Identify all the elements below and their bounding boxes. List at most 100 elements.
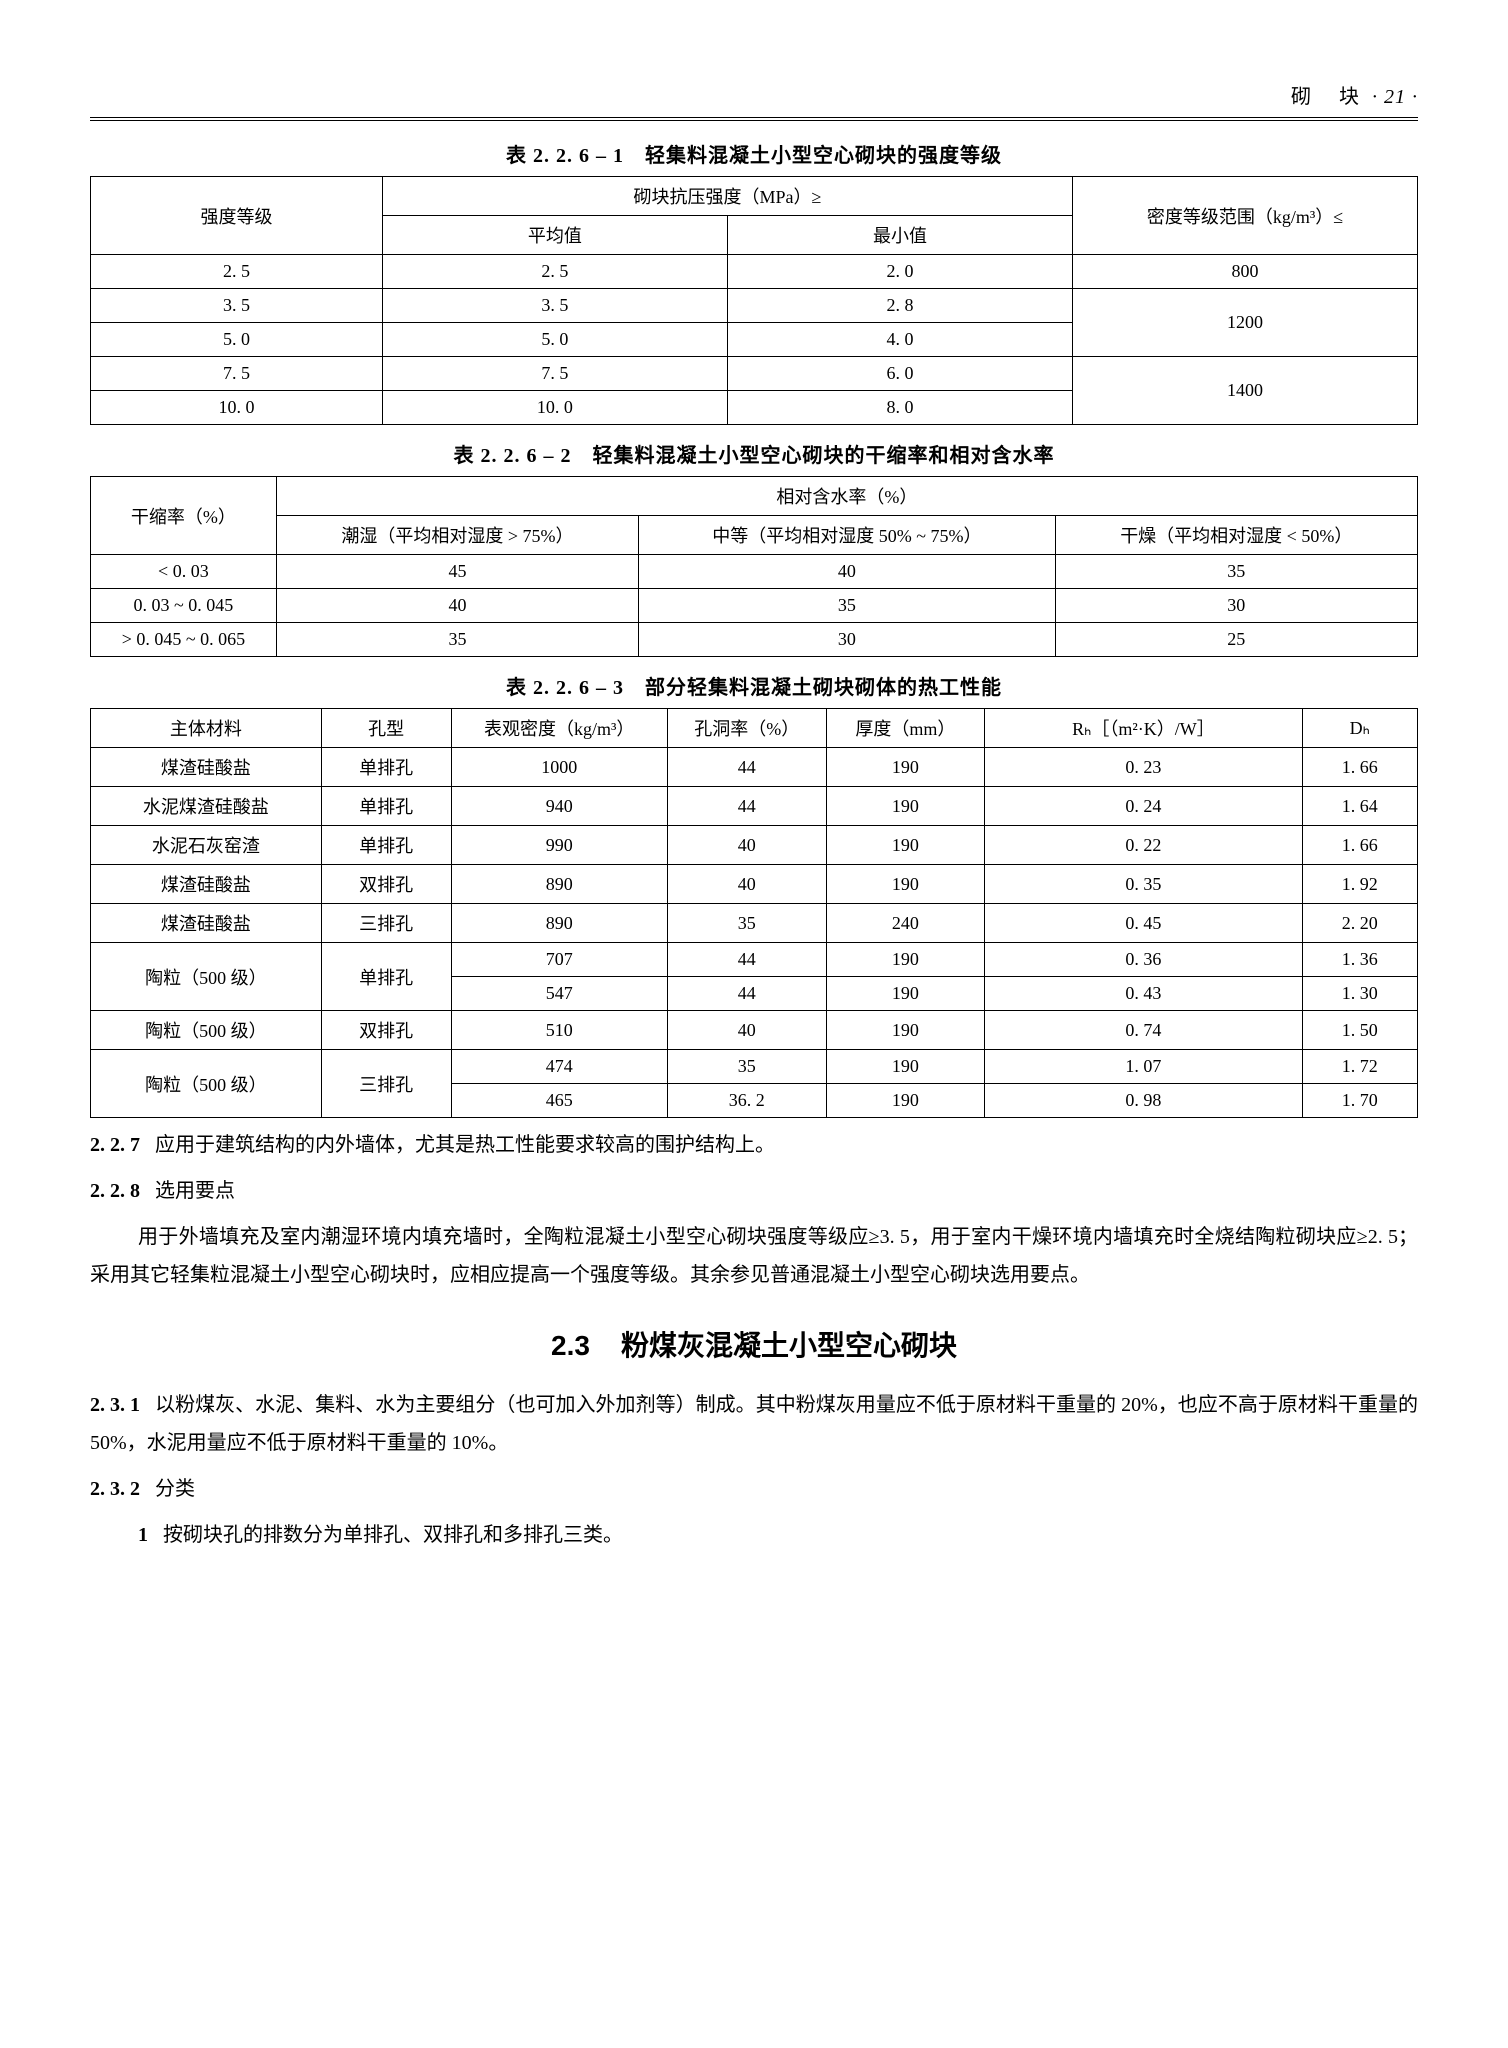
t3-cell: 水泥煤渣硅酸盐: [91, 787, 322, 826]
t3-cell: 190: [826, 1050, 985, 1084]
t1-cell: 8. 0: [727, 391, 1072, 425]
t3-h6: Rₕ［（m²·K）/W］: [985, 709, 1302, 748]
t3-h7: Dₕ: [1302, 709, 1417, 748]
t3-cell: 190: [826, 1011, 985, 1050]
item-num: 1: [138, 1524, 148, 1546]
t1-h-min: 最小值: [727, 216, 1072, 255]
para-title: 选用要点: [155, 1180, 235, 1202]
t3-cell: 1. 64: [1302, 787, 1417, 826]
t2-h-shrink: 干缩率（%）: [91, 477, 277, 555]
t3-cell: 煤渣硅酸盐: [91, 865, 322, 904]
t3-cell: 1. 70: [1302, 1084, 1417, 1118]
t3-cell: 990: [451, 826, 667, 865]
table1-caption: 表 2. 2. 6 – 1 轻集料混凝土小型空心砌块的强度等级: [90, 139, 1418, 168]
t3-cell: 1. 07: [985, 1050, 1302, 1084]
t3-cell: 240: [826, 904, 985, 943]
t1-cell: 7. 5: [382, 357, 727, 391]
t3-cell: 1. 30: [1302, 977, 1417, 1011]
t3-cell: 0. 23: [985, 748, 1302, 787]
para-2-2-8-body: 用于外墙填充及室内潮湿环境内填充墙时，全陶粒混凝土小型空心砌块强度等级应≥3. …: [90, 1218, 1418, 1294]
section-text: 粉煤灰混凝土小型空心砌块: [621, 1331, 957, 1362]
t1-cell: 1400: [1072, 357, 1417, 425]
t1-cell: 5. 0: [91, 323, 383, 357]
t3-cell: 双排孔: [321, 865, 451, 904]
t1-h-strength: 砌块抗压强度（MPa）≥: [382, 177, 1072, 216]
t3-cell: 1. 66: [1302, 826, 1417, 865]
t2-cell: > 0. 045 ~ 0. 065: [91, 623, 277, 657]
t3-cell: 1000: [451, 748, 667, 787]
t3-cell: 1. 50: [1302, 1011, 1417, 1050]
t3-cell: 40: [667, 865, 826, 904]
t3-cell: 0. 22: [985, 826, 1302, 865]
t3-cell: 707: [451, 943, 667, 977]
t3-h1: 主体材料: [91, 709, 322, 748]
para-text: 以粉煤灰、水泥、集料、水为主要组分（也可加入外加剂等）制成。其中粉煤灰用量应不低…: [90, 1394, 1418, 1454]
t3-cell: 单排孔: [321, 748, 451, 787]
t3-cell: 190: [826, 977, 985, 1011]
t3-cell: 0. 98: [985, 1084, 1302, 1118]
item-text: 按砌块孔的排数分为单排孔、双排孔和多排孔三类。: [163, 1524, 623, 1546]
t2-cell: 35: [276, 623, 638, 657]
t2-cell: 40: [276, 589, 638, 623]
t3-cell: 煤渣硅酸盐: [91, 748, 322, 787]
t3-cell: 44: [667, 748, 826, 787]
t3-cell: 陶粒（500 级）: [91, 943, 322, 1011]
table2-caption: 表 2. 2. 6 – 2 轻集料混凝土小型空心砌块的干缩率和相对含水率: [90, 439, 1418, 468]
t3-cell: 1. 72: [1302, 1050, 1417, 1084]
t3-cell: 190: [826, 787, 985, 826]
page-header: 砌 块 · 21 ·: [90, 80, 1418, 121]
t3-cell: 44: [667, 943, 826, 977]
para-title: 分类: [155, 1478, 195, 1500]
t3-cell: 陶粒（500 级）: [91, 1011, 322, 1050]
t3-cell: 0. 43: [985, 977, 1302, 1011]
t1-cell: 3. 5: [91, 289, 383, 323]
t3-cell: 890: [451, 904, 667, 943]
t2-cell: 25: [1055, 623, 1417, 657]
t3-cell: 510: [451, 1011, 667, 1050]
t1-cell: 2. 5: [382, 255, 727, 289]
t3-cell: 1. 66: [1302, 748, 1417, 787]
t3-cell: 单排孔: [321, 787, 451, 826]
t3-cell: 44: [667, 787, 826, 826]
t3-cell: 890: [451, 865, 667, 904]
t1-cell: 3. 5: [382, 289, 727, 323]
t2-h-c3: 干燥（平均相对湿度 < 50%）: [1055, 516, 1417, 555]
header-label: 砌 块: [1291, 86, 1363, 108]
t3-cell: 547: [451, 977, 667, 1011]
t2-cell: 30: [1055, 589, 1417, 623]
t3-cell: 0. 35: [985, 865, 1302, 904]
section-2-3-title: 2.3 粉煤灰混凝土小型空心砌块: [90, 1324, 1418, 1364]
para-2-3-2-item1: 1 按砌块孔的排数分为单排孔、双排孔和多排孔三类。: [90, 1516, 1418, 1554]
t1-cell: 7. 5: [91, 357, 383, 391]
t3-cell: 44: [667, 977, 826, 1011]
t3-cell: 35: [667, 904, 826, 943]
t3-cell: 36. 2: [667, 1084, 826, 1118]
table3: 主体材料 孔型 表观密度（kg/m³） 孔洞率（%） 厚度（mm） Rₕ［（m²…: [90, 708, 1418, 1118]
t3-cell: 1. 92: [1302, 865, 1417, 904]
t3-cell: 190: [826, 943, 985, 977]
t1-cell: 2. 5: [91, 255, 383, 289]
t2-cell: 45: [276, 555, 638, 589]
t3-cell: 陶粒（500 级）: [91, 1050, 322, 1118]
t3-cell: 0. 36: [985, 943, 1302, 977]
t1-cell: 10. 0: [382, 391, 727, 425]
t3-cell: 190: [826, 826, 985, 865]
t3-cell: 474: [451, 1050, 667, 1084]
t3-cell: 190: [826, 748, 985, 787]
t3-cell: 940: [451, 787, 667, 826]
para-num: 2. 2. 8: [90, 1180, 140, 1202]
para-2-3-1: 2. 3. 1 以粉煤灰、水泥、集料、水为主要组分（也可加入外加剂等）制成。其中…: [90, 1386, 1418, 1462]
t3-cell: 0. 74: [985, 1011, 1302, 1050]
t2-cell: 35: [1055, 555, 1417, 589]
t3-cell: 双排孔: [321, 1011, 451, 1050]
t2-h-c2: 中等（平均相对湿度 50% ~ 75%）: [639, 516, 1055, 555]
t3-h2: 孔型: [321, 709, 451, 748]
t1-cell: 2. 8: [727, 289, 1072, 323]
t1-cell: 10. 0: [91, 391, 383, 425]
t1-cell: 2. 0: [727, 255, 1072, 289]
t2-cell: 0. 03 ~ 0. 045: [91, 589, 277, 623]
table1: 强度等级 砌块抗压强度（MPa）≥ 密度等级范围（kg/m³）≤ 平均值 最小值…: [90, 176, 1418, 425]
para-2-2-7: 2. 2. 7 应用于建筑结构的内外墙体，尤其是热工性能要求较高的围护结构上。: [90, 1126, 1418, 1164]
t3-cell: 单排孔: [321, 826, 451, 865]
t3-cell: 0. 45: [985, 904, 1302, 943]
